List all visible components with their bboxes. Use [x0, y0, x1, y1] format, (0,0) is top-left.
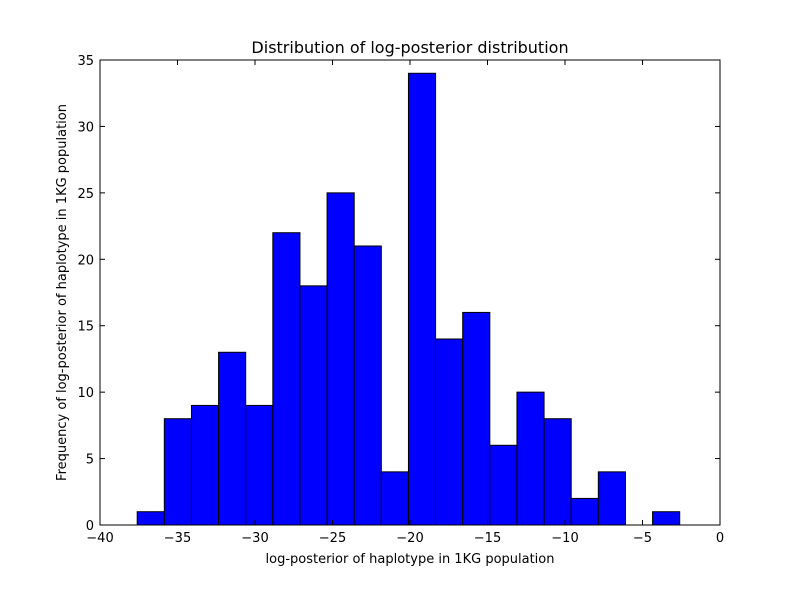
histogram-bar-16	[570, 497, 599, 526]
x-tick-label: −30	[241, 531, 268, 546]
histogram-bar-9	[380, 471, 409, 526]
y-tick-label: 5	[86, 453, 94, 468]
histogram-bar-5	[272, 232, 301, 526]
histogram-bar-17	[597, 471, 626, 526]
y-tick-label: 30	[77, 120, 94, 135]
histogram-bar-3	[218, 351, 247, 526]
histogram-bar-14	[516, 391, 545, 526]
x-tick-label: −15	[474, 531, 501, 546]
y-tick-label: 25	[77, 187, 94, 202]
x-tick-label: −35	[164, 531, 191, 546]
x-tick-label: −40	[86, 531, 113, 546]
y-tick-label: 15	[77, 320, 94, 335]
histogram-bar-2	[190, 404, 220, 526]
histogram-bar-15	[543, 418, 572, 526]
y-tick-label: 0	[86, 519, 94, 534]
y-tick-label: 10	[77, 386, 94, 401]
chart-title: Distribution of log-posterior distributi…	[251, 38, 568, 57]
y-tick-label: 35	[77, 54, 94, 69]
histogram-bar-8	[353, 245, 382, 526]
y-tick-label: 20	[77, 253, 94, 268]
x-tick-label: −25	[319, 531, 346, 546]
histogram-bar-13	[489, 444, 518, 526]
histogram-bar-6	[299, 285, 328, 526]
histogram-bar-11	[435, 338, 464, 526]
histogram-bar-1	[163, 418, 192, 526]
x-tick-label: −20	[396, 531, 423, 546]
histogram-bar-7	[326, 192, 355, 526]
x-axis-label: log-posterior of haplotype in 1KG popula…	[266, 552, 555, 567]
axis-ticks: −40 −35 −30 −25 −20 −15 −10 −5 0 0 5 10 15 20 25 30 35	[77, 54, 724, 546]
x-tick-label: −10	[551, 531, 578, 546]
histogram-bar-12	[462, 311, 491, 526]
histogram-bars	[136, 72, 681, 526]
histogram-bar-4	[245, 404, 274, 526]
histogram-bar-19	[652, 511, 681, 526]
x-tick-label: −5	[633, 531, 652, 546]
histogram-bar-10	[407, 72, 437, 526]
histogram-bar-0	[136, 511, 165, 526]
y-axis-label: Frequency of log-posterior of haplotype …	[55, 104, 70, 481]
x-tick-label: 0	[716, 531, 724, 546]
